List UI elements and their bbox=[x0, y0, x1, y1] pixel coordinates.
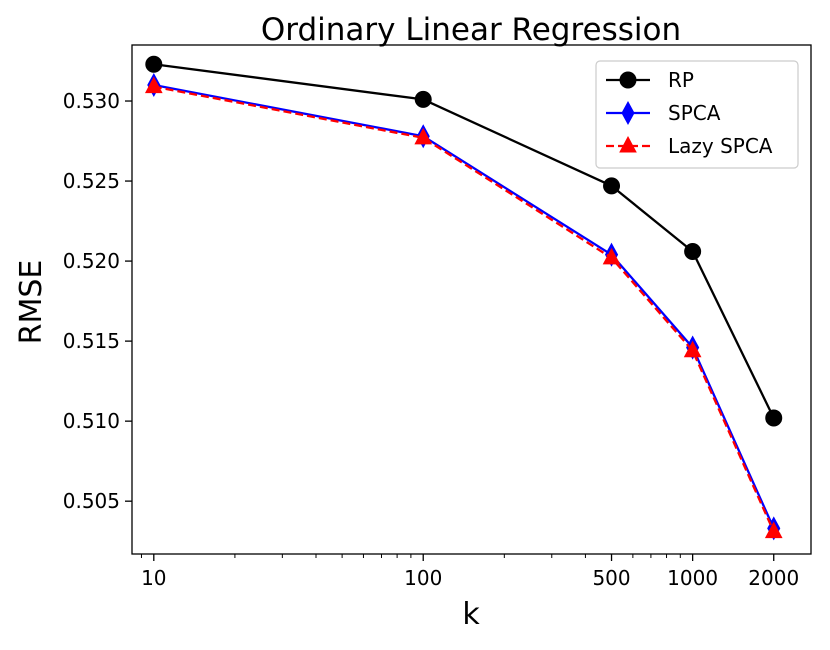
y-tick-label: 0.520 bbox=[63, 249, 120, 273]
legend-label-lazy-spca: Lazy SPCA bbox=[668, 134, 773, 158]
data-point-rp bbox=[145, 55, 163, 73]
legend-label-rp: RP bbox=[668, 68, 694, 92]
x-tick-label: 500 bbox=[592, 566, 630, 590]
data-point-lazy-spca bbox=[683, 340, 702, 358]
legend-label-spca: SPCA bbox=[668, 101, 721, 125]
plot-frame bbox=[131, 44, 812, 555]
x-tick-label: 100 bbox=[404, 566, 442, 590]
legend-marker-lazy-spca bbox=[619, 135, 637, 153]
y-tick-label: 0.525 bbox=[63, 169, 120, 193]
x-axis-label: k bbox=[462, 597, 480, 632]
y-tick-label: 0.530 bbox=[63, 89, 120, 113]
data-point-rp bbox=[603, 177, 621, 195]
legend-box bbox=[595, 60, 799, 169]
legend-marker-spca bbox=[621, 100, 635, 126]
series-lazy-spca bbox=[144, 76, 783, 539]
y-tick-label: 0.515 bbox=[63, 329, 120, 353]
data-point-lazy-spca bbox=[144, 76, 163, 94]
x-tick-label: 2000 bbox=[748, 566, 799, 590]
axes: 10 100 500 1000 2000 0.505 0.510 0.515 0.520 0.52… bbox=[63, 44, 812, 590]
y-tick-label: 0.510 bbox=[63, 409, 120, 433]
data-point-rp bbox=[684, 242, 702, 260]
legend: RP SPCA Lazy SPCA bbox=[595, 60, 799, 169]
y-tick-label: 0.505 bbox=[63, 489, 120, 513]
x-tick-label: 1000 bbox=[667, 566, 718, 590]
data-point-rp bbox=[765, 409, 783, 427]
data-point-lazy-spca bbox=[764, 521, 783, 539]
data-point-lazy-spca bbox=[602, 247, 621, 265]
series-rp bbox=[145, 55, 783, 427]
y-axis-label: RMSE bbox=[14, 260, 49, 345]
data-point-lazy-spca bbox=[414, 127, 433, 145]
legend-marker-rp bbox=[619, 71, 637, 89]
x-tick-label: 10 bbox=[141, 566, 166, 590]
chart-title: Ordinary Linear Regression bbox=[261, 12, 681, 48]
series-group bbox=[144, 55, 783, 541]
data-point-rp bbox=[414, 90, 432, 108]
